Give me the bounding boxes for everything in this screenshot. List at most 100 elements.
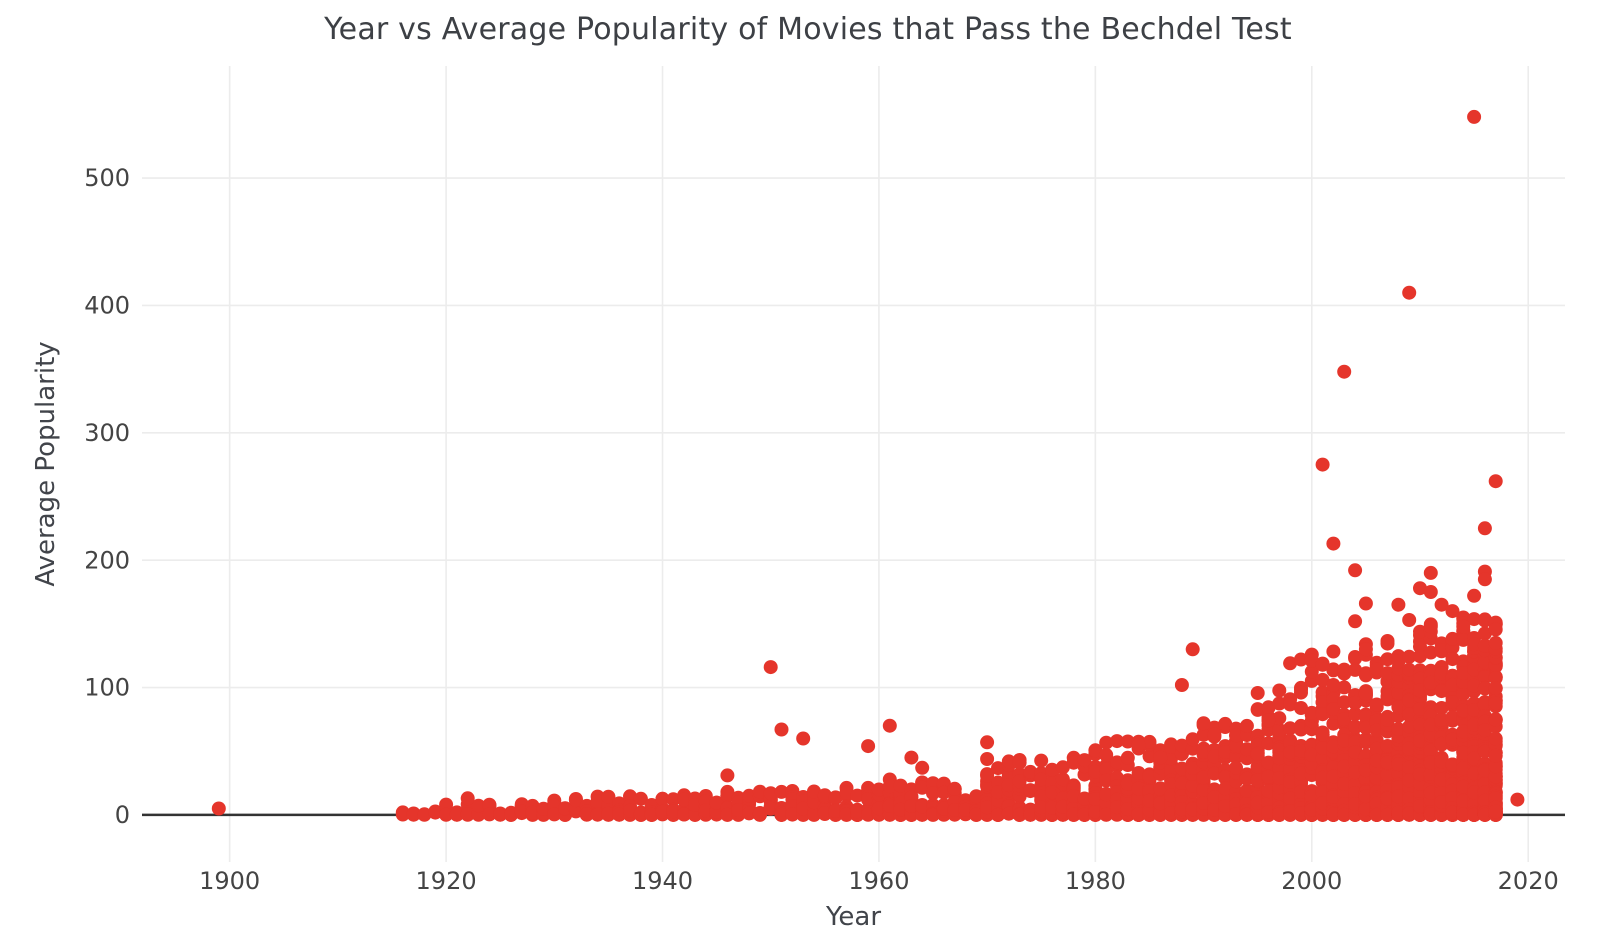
data-point[interactable] (1477, 744, 1492, 759)
data-point[interactable] (1413, 624, 1427, 639)
data-point[interactable] (1358, 642, 1373, 657)
data-point[interactable] (742, 806, 757, 821)
data-point[interactable] (1348, 745, 1363, 760)
data-point[interactable] (1423, 565, 1438, 580)
data-point[interactable] (720, 788, 735, 803)
data-point[interactable] (1174, 802, 1189, 817)
data-point[interactable] (1445, 791, 1460, 805)
data-point[interactable] (1380, 807, 1395, 822)
data-point[interactable] (1402, 693, 1417, 708)
data-point[interactable] (1488, 759, 1503, 774)
data-point[interactable] (1272, 696, 1287, 711)
data-point[interactable] (1012, 774, 1027, 789)
data-point[interactable] (1131, 737, 1146, 752)
data-point[interactable] (1326, 678, 1341, 692)
data-point[interactable] (1369, 662, 1384, 677)
data-point[interactable] (1131, 766, 1146, 780)
data-point[interactable] (861, 807, 876, 822)
data-point[interactable] (991, 785, 1005, 800)
data-point[interactable] (1402, 662, 1417, 677)
data-point[interactable] (1434, 643, 1449, 658)
data-point[interactable] (1456, 619, 1471, 634)
data-point[interactable] (871, 782, 886, 797)
data-point[interactable] (1488, 748, 1503, 763)
data-point[interactable] (1402, 613, 1417, 627)
data-point[interactable] (1185, 732, 1200, 747)
data-point[interactable] (1477, 626, 1492, 641)
data-point[interactable] (1023, 783, 1038, 798)
data-point[interactable] (1077, 807, 1092, 822)
data-point[interactable] (1110, 800, 1124, 815)
data-point[interactable] (1456, 687, 1471, 701)
data-point[interactable] (969, 807, 984, 822)
data-point[interactable] (1142, 803, 1157, 818)
data-point[interactable] (568, 793, 583, 808)
data-point[interactable] (1391, 789, 1406, 804)
data-point[interactable] (1337, 662, 1352, 677)
data-point[interactable] (1229, 728, 1243, 743)
data-point[interactable] (439, 797, 454, 812)
data-point[interactable] (1337, 712, 1352, 727)
data-point[interactable] (1423, 585, 1438, 599)
data-point[interactable] (1358, 732, 1373, 747)
data-point[interactable] (1164, 739, 1179, 754)
data-point[interactable] (1229, 750, 1243, 764)
data-point[interactable] (1358, 802, 1373, 817)
data-point[interactable] (958, 802, 973, 817)
data-point[interactable] (1445, 805, 1460, 820)
data-point[interactable] (1239, 783, 1254, 798)
data-point[interactable] (1369, 723, 1384, 738)
data-point[interactable] (1272, 683, 1287, 698)
data-point[interactable] (1012, 807, 1027, 822)
data-point[interactable] (1034, 772, 1049, 787)
data-point[interactable] (1456, 807, 1471, 822)
data-point[interactable] (406, 807, 421, 822)
data-point[interactable] (893, 802, 908, 817)
data-point[interactable] (1348, 707, 1363, 722)
data-point[interactable] (1445, 710, 1460, 725)
data-point[interactable] (1066, 755, 1081, 770)
data-point[interactable] (1034, 800, 1049, 815)
data-point[interactable] (1467, 109, 1482, 124)
data-point[interactable] (1434, 684, 1449, 699)
data-point[interactable] (1369, 770, 1384, 785)
data-point[interactable] (1196, 796, 1211, 810)
data-point[interactable] (1272, 807, 1287, 822)
data-point[interactable] (1120, 802, 1135, 817)
data-point[interactable] (1153, 806, 1168, 821)
data-point[interactable] (1456, 761, 1471, 776)
data-point[interactable] (601, 789, 616, 804)
data-point[interactable] (623, 789, 637, 804)
data-point[interactable] (1488, 804, 1503, 819)
data-point[interactable] (861, 739, 876, 754)
data-point[interactable] (774, 784, 789, 799)
data-point[interactable] (1283, 745, 1298, 760)
data-point[interactable] (1315, 770, 1330, 785)
data-point[interactable] (1369, 713, 1384, 728)
data-point[interactable] (1477, 697, 1492, 712)
data-point[interactable] (1326, 716, 1341, 731)
data-point[interactable] (1153, 781, 1168, 796)
data-point[interactable] (1477, 793, 1492, 808)
data-point[interactable] (774, 722, 789, 737)
data-point[interactable] (1434, 754, 1449, 769)
data-point[interactable] (1120, 776, 1135, 791)
data-point[interactable] (601, 806, 616, 821)
data-point[interactable] (1001, 778, 1016, 793)
data-point[interactable] (1413, 776, 1427, 791)
data-point[interactable] (969, 789, 984, 804)
data-point[interactable] (514, 804, 529, 819)
data-point[interactable] (1218, 799, 1233, 814)
data-point[interactable] (1034, 753, 1049, 768)
data-point[interactable] (1142, 793, 1157, 808)
data-point[interactable] (1488, 769, 1503, 784)
data-point[interactable] (1467, 785, 1482, 800)
data-point[interactable] (1467, 588, 1482, 603)
data-point[interactable] (720, 807, 735, 822)
data-point[interactable] (926, 786, 940, 801)
data-point[interactable] (1294, 784, 1308, 799)
data-point[interactable] (1434, 597, 1449, 612)
data-point[interactable] (1380, 652, 1395, 667)
data-point[interactable] (1283, 763, 1298, 777)
data-point[interactable] (850, 804, 865, 819)
